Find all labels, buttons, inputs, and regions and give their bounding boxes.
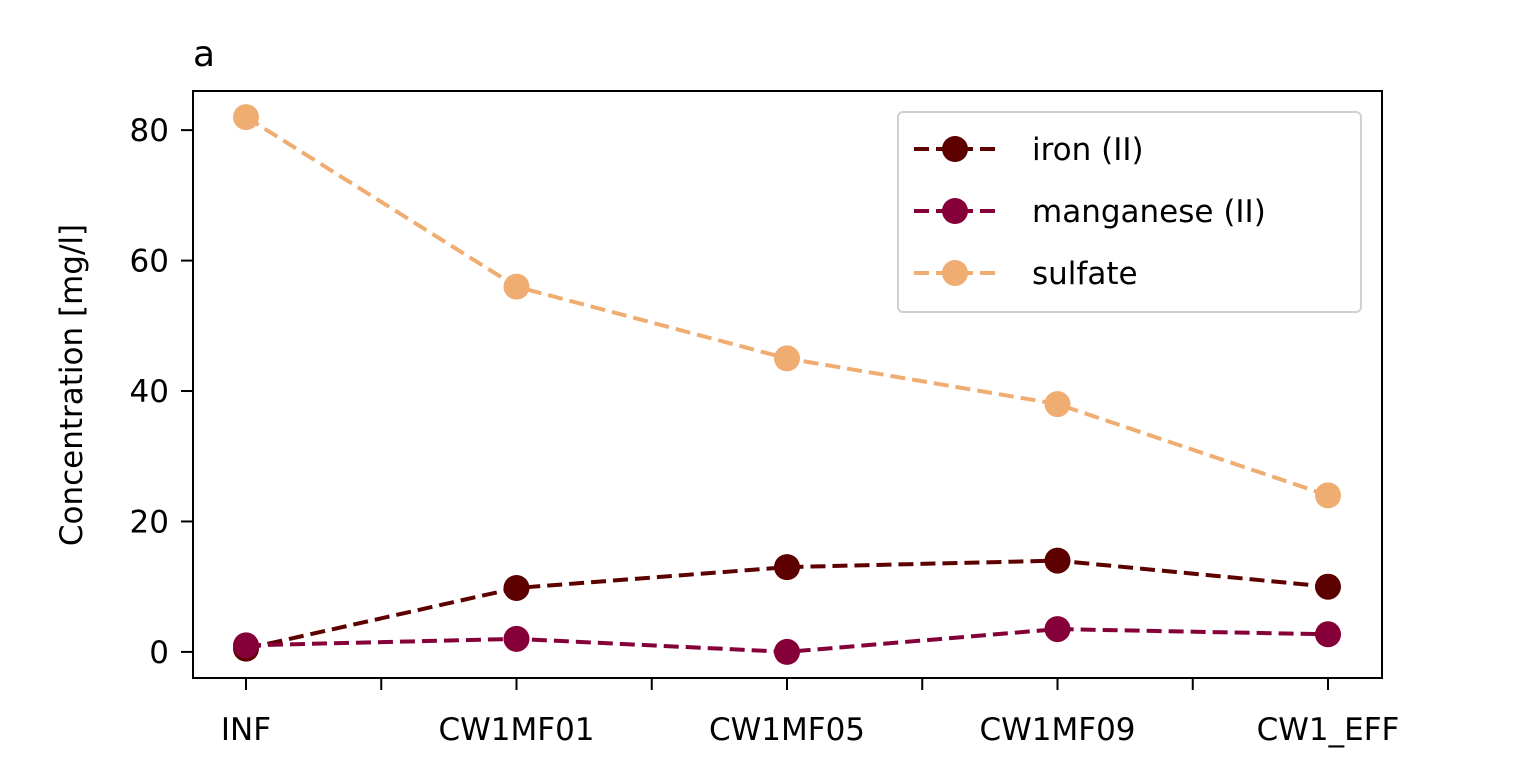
legend-label: manganese (II)	[1032, 194, 1266, 230]
y-axis: 0 20 40 60 80	[130, 113, 193, 671]
plot-series	[233, 104, 1341, 665]
legend-swatch-marker	[942, 260, 968, 286]
data-point	[774, 638, 800, 665]
chart-title: a	[193, 34, 215, 75]
legend-swatch-marker	[942, 136, 968, 162]
series-1	[233, 616, 1341, 665]
data-point	[233, 632, 259, 659]
x-tick-label: CW1MF01	[438, 712, 594, 748]
data-point	[1315, 482, 1341, 509]
data-point	[774, 554, 800, 581]
x-tick-label: CW1_EFF	[1257, 712, 1400, 748]
data-point	[1044, 616, 1071, 643]
data-point	[1044, 391, 1071, 418]
y-tick-label: 20	[130, 504, 169, 540]
legend-frame	[897, 111, 1362, 313]
series-2	[233, 104, 1341, 509]
legend-label: sulfate	[1032, 256, 1138, 292]
y-axis-title: Concentration [mg/l]	[54, 224, 90, 546]
y-tick-label: 60	[130, 244, 169, 280]
series-0	[233, 547, 1341, 662]
series-line	[245, 558, 1329, 651]
x-tick-label: CW1MF05	[709, 712, 865, 748]
data-point	[1044, 547, 1071, 574]
y-tick-label: 40	[130, 374, 169, 410]
data-point	[503, 273, 530, 300]
data-point	[233, 104, 259, 131]
plot-frame	[192, 90, 1383, 679]
data-point	[503, 574, 530, 601]
y-tick-label: 0	[149, 635, 169, 671]
data-point	[1315, 573, 1341, 600]
data-point	[1315, 621, 1341, 648]
y-tick-label: 80	[130, 113, 169, 149]
data-point	[503, 625, 530, 652]
x-tick-label: CW1MF09	[979, 712, 1135, 748]
x-tick-label: INF	[221, 712, 271, 748]
x-axis: INF CW1MF01 CW1MF05 CW1MF09 CW1_EFF	[221, 678, 1399, 748]
data-point	[774, 345, 800, 372]
legend: iron (II) manganese (II) sulfate	[897, 111, 1362, 313]
legend-label: iron (II)	[1032, 132, 1144, 168]
legend-swatch-marker	[942, 198, 968, 224]
